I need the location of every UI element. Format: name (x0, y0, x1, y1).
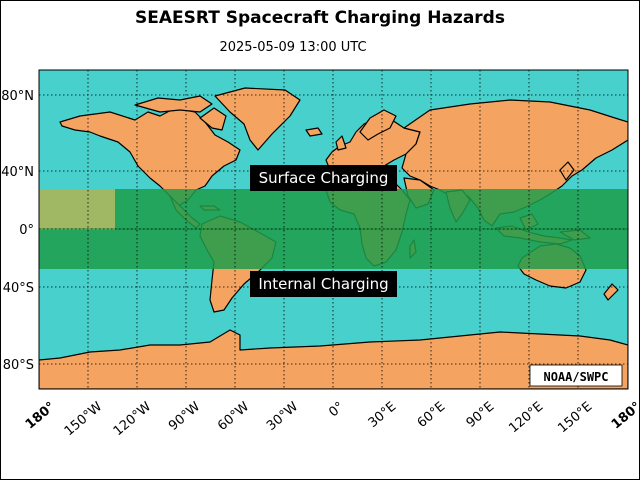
lon-label-0: 0° (326, 399, 347, 420)
credit-text: NOAA/SWPC (543, 370, 608, 384)
internal-charging-label: Internal Charging (258, 275, 388, 293)
scandinavia (359, 109, 397, 141)
lon-label-120e: 120°E (506, 399, 546, 436)
lat-label-80n: 80°N (1, 89, 34, 104)
lon-label-90e: 90°E (464, 399, 498, 431)
internal-charging-label-bg (250, 271, 397, 297)
map-timestamp: 2025-05-09 13:00 UTC (219, 40, 367, 55)
lon-label-150e: 150°E (555, 399, 595, 436)
lon-label-180e: 180° (609, 399, 640, 432)
lon-label-180w: 180° (23, 399, 58, 432)
surface-charging-label: Surface Charging (259, 169, 389, 187)
lat-label-80s: 80°S (3, 358, 34, 373)
lon-label-90w: 90°W (166, 399, 203, 434)
baffin-island (199, 107, 227, 131)
lon-label-30w: 30°W (264, 399, 301, 434)
surface-charging-label-bg (250, 165, 397, 191)
lon-label-30e: 30°E (366, 399, 400, 431)
credit-box (529, 364, 623, 387)
lat-label-40s: 40°S (3, 281, 34, 296)
lon-label-60e: 60°E (415, 399, 449, 431)
north-america (59, 107, 241, 207)
new-zealand (603, 283, 619, 301)
lon-label-150w: 150°W (62, 399, 106, 439)
iceland (305, 127, 323, 137)
arctic-islands (134, 95, 213, 113)
lat-label-40n: 40°N (1, 165, 34, 180)
great-britain (335, 135, 347, 151)
lon-label-60w: 60°W (215, 399, 252, 434)
map-title: SEAESRT Spacecraft Charging Hazards (135, 8, 505, 28)
lat-label-0: 0° (19, 223, 34, 238)
surface-charging-region (39, 189, 115, 230)
greenland (214, 87, 301, 151)
lon-label-120w: 120°W (111, 399, 155, 439)
graticule (39, 70, 628, 389)
map-border (38, 69, 629, 390)
